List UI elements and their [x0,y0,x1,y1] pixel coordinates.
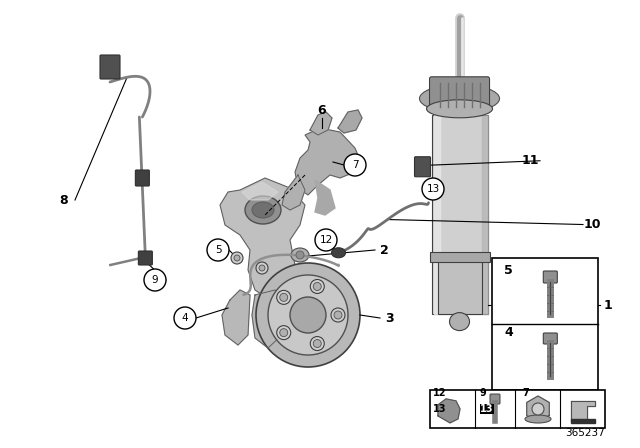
Circle shape [296,251,304,259]
FancyBboxPatch shape [136,170,149,186]
Polygon shape [527,396,549,422]
Text: 9: 9 [480,388,487,398]
Circle shape [256,263,360,367]
Circle shape [429,185,438,195]
Ellipse shape [420,85,499,112]
Circle shape [231,252,243,264]
Text: 2: 2 [380,244,388,257]
Polygon shape [295,128,360,195]
Polygon shape [571,401,595,421]
Polygon shape [282,175,305,210]
Polygon shape [220,178,305,300]
FancyBboxPatch shape [415,157,431,177]
Circle shape [334,311,342,319]
Circle shape [276,326,291,340]
Text: 5: 5 [214,245,221,255]
Circle shape [174,307,196,329]
FancyBboxPatch shape [543,271,557,283]
Circle shape [234,255,240,261]
Text: 12: 12 [319,235,333,245]
Text: 7: 7 [522,388,529,398]
Circle shape [426,182,442,198]
Ellipse shape [332,248,346,258]
Text: 13: 13 [433,404,447,414]
FancyBboxPatch shape [492,258,598,390]
FancyBboxPatch shape [438,260,481,314]
Text: 10: 10 [583,218,601,231]
Text: 13: 13 [480,404,493,414]
Ellipse shape [245,196,281,224]
Text: 4: 4 [182,313,188,323]
Ellipse shape [449,313,470,331]
Circle shape [256,262,268,274]
Polygon shape [252,290,285,348]
Polygon shape [571,419,595,423]
Text: 8: 8 [60,194,68,207]
Circle shape [310,336,324,350]
Circle shape [331,308,345,322]
Circle shape [280,329,288,336]
FancyBboxPatch shape [100,55,120,79]
Text: 1: 1 [604,298,612,311]
Circle shape [310,280,324,293]
Circle shape [344,154,366,176]
FancyBboxPatch shape [138,251,152,265]
Text: 9: 9 [152,275,158,285]
Circle shape [144,269,166,291]
Text: 13: 13 [426,184,440,194]
Polygon shape [338,110,362,133]
FancyBboxPatch shape [543,333,557,344]
Text: 365237: 365237 [565,428,605,438]
Polygon shape [222,290,250,345]
Circle shape [532,403,544,415]
Circle shape [422,178,444,200]
Polygon shape [242,182,278,200]
Polygon shape [315,180,335,215]
Circle shape [313,340,321,348]
FancyBboxPatch shape [431,115,488,314]
FancyBboxPatch shape [430,390,605,428]
Text: 5: 5 [504,264,513,277]
Text: 12: 12 [433,388,447,398]
Text: 11: 11 [521,154,539,167]
Circle shape [259,265,265,271]
Circle shape [268,275,348,355]
Circle shape [315,229,337,251]
Ellipse shape [426,100,493,118]
Text: 6: 6 [317,103,326,116]
FancyBboxPatch shape [429,77,490,111]
Ellipse shape [252,202,274,218]
Polygon shape [438,399,460,423]
Text: 7: 7 [352,160,358,170]
FancyBboxPatch shape [429,252,490,262]
Circle shape [207,239,229,261]
FancyBboxPatch shape [490,394,500,404]
Circle shape [276,290,291,304]
Ellipse shape [291,248,309,262]
Circle shape [313,283,321,290]
Polygon shape [310,112,332,135]
Ellipse shape [525,415,551,423]
Text: 4: 4 [504,326,513,339]
Text: 3: 3 [386,311,394,324]
Circle shape [290,297,326,333]
Circle shape [280,293,288,302]
